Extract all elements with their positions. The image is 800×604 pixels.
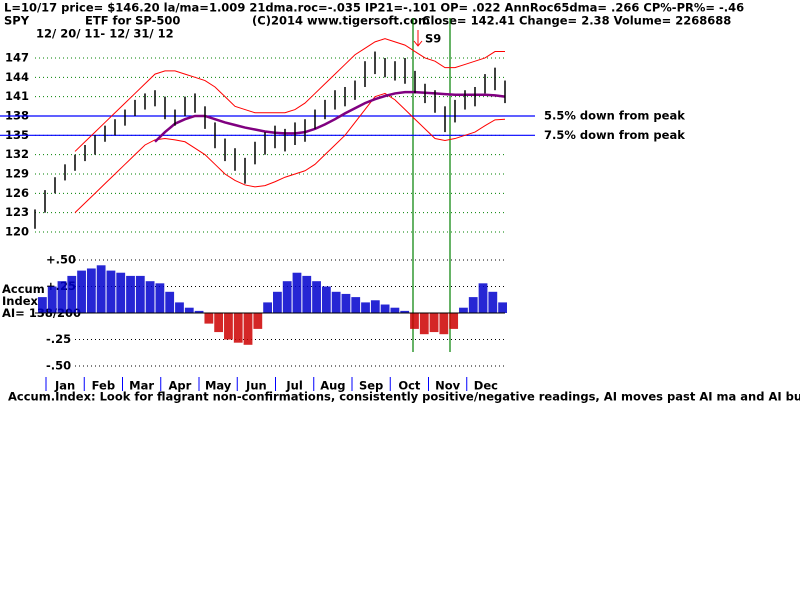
ai-bar (184, 307, 194, 313)
close-stats: Close= 142.41 Change= 2.38 Volume= 22686… (422, 14, 731, 28)
ai-bar (390, 307, 400, 313)
ai-bar (57, 281, 67, 313)
month-label: Oct (398, 379, 421, 393)
ai-bar (292, 272, 302, 313)
y-tick-label: 129 (5, 166, 29, 180)
ai-bar (361, 302, 370, 313)
ai-bar (214, 313, 224, 333)
signal-arrow (413, 30, 423, 47)
ai-bar (439, 313, 449, 335)
ai-bar (498, 302, 507, 313)
ai-bar (86, 268, 96, 313)
ai-bar (478, 283, 488, 313)
indicator-label-line: Index (2, 294, 38, 308)
month-label: Feb (92, 379, 115, 393)
month-label: Mar (129, 379, 154, 393)
ai-bar (282, 281, 292, 313)
ai-bar (175, 302, 184, 313)
copyright: (C)2014 www.tigersoft.com (252, 14, 430, 28)
ai-bar (429, 313, 439, 333)
ai-bar (96, 265, 106, 313)
ai-bar (321, 286, 331, 313)
reference-label: 7.5% down from peak (544, 128, 685, 142)
y-tick-label: +.50 (46, 253, 76, 267)
ai-bar (380, 304, 390, 313)
ai-bar (126, 275, 135, 313)
ai-bar (77, 270, 86, 313)
ai-bar (410, 313, 419, 329)
date-range: 12/ 20/ 11- 12/ 31/ 12 (36, 27, 174, 41)
moving-average (154, 90, 506, 143)
ai-bar (243, 313, 253, 345)
ai-bar (273, 291, 282, 313)
ai-bar (449, 313, 459, 329)
y-tick-label: -.25 (46, 332, 71, 346)
ai-bar (419, 313, 429, 335)
y-tick-label: 126 (5, 186, 29, 200)
month-label: Sep (359, 379, 383, 393)
ai-bar (233, 313, 243, 343)
indicator-label-line: Accum (2, 282, 45, 296)
month-label: Apr (168, 379, 191, 393)
signal-label: S9 (425, 32, 441, 46)
ai-bar (194, 310, 204, 313)
ai-bar (106, 270, 116, 313)
ai-bar (145, 281, 155, 313)
y-tick-label: 132 (5, 147, 29, 161)
reference-label: 5.5% down from peak (544, 108, 685, 122)
month-label: Dec (474, 379, 498, 393)
fund-name: ETF for SP-500 (85, 14, 180, 28)
month-label: Jan (54, 379, 75, 393)
month-label: Aug (320, 379, 345, 393)
ai-bar (38, 297, 47, 313)
ai-bar (47, 286, 57, 313)
ai-bar (331, 291, 341, 313)
y-tick-label: 147 (5, 50, 29, 64)
ai-bar (204, 313, 214, 324)
month-label: Jul (285, 379, 302, 393)
footer-note: Accum.Index: Look for flagrant non-confi… (8, 390, 800, 404)
symbol: SPY (4, 14, 30, 28)
ai-bar (351, 297, 361, 313)
ai-bar (253, 313, 263, 329)
month-label: May (205, 379, 232, 393)
ai-bar (165, 291, 175, 313)
month-label: Jun (245, 379, 267, 393)
ai-bar (370, 300, 380, 313)
ai-bar (155, 283, 165, 313)
upper-band (74, 38, 505, 152)
y-tick-label: 123 (5, 205, 29, 219)
ai-bar (135, 275, 145, 313)
ai-bar (312, 281, 321, 313)
ai-bar (400, 310, 410, 313)
y-tick-label: 144 (5, 70, 29, 84)
ai-bar (302, 275, 312, 313)
ai-bar (116, 272, 126, 313)
ai-bar (263, 302, 272, 313)
y-tick-label: 141 (5, 89, 29, 103)
header-stats: L=10/17 price= $146.20 la/ma=1.009 21dma… (4, 1, 744, 15)
ai-bar (341, 293, 351, 313)
ai-bar (224, 313, 233, 340)
ai-bar (488, 291, 498, 313)
month-label: Nov (435, 379, 461, 393)
ai-bar (67, 275, 77, 313)
ai-bar (459, 307, 468, 313)
y-tick-label: 120 (5, 225, 29, 239)
lower-band (74, 92, 506, 214)
y-tick-label: -.50 (46, 359, 71, 373)
ai-bar (468, 297, 478, 313)
